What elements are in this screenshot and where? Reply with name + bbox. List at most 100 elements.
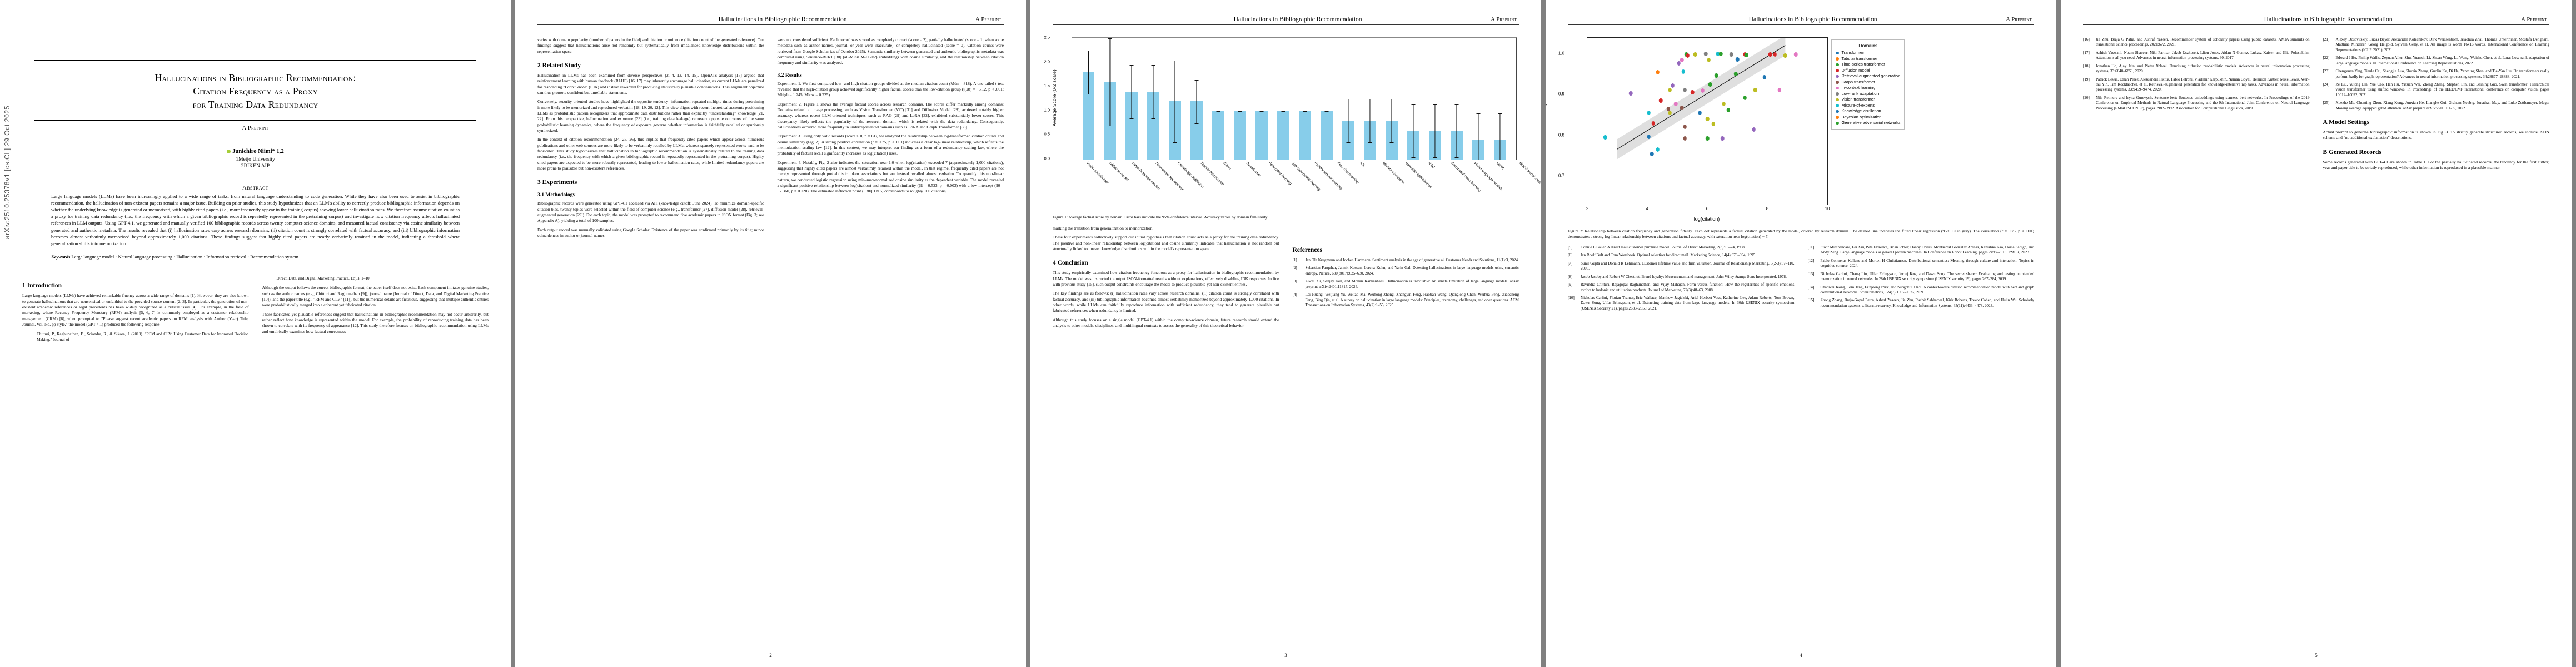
scatter-point[interactable] (1704, 52, 1708, 57)
scatter-point[interactable] (1683, 124, 1687, 129)
scatter-point[interactable] (1720, 136, 1725, 141)
bar[interactable] (1299, 111, 1311, 160)
legend-item[interactable]: Low-rank adaptation (1836, 91, 1900, 97)
scatter-point[interactable] (1753, 88, 1757, 93)
bar-slot[interactable] (1229, 38, 1251, 160)
bar[interactable] (1212, 111, 1225, 160)
scatter-point[interactable] (1683, 87, 1687, 92)
scatter-point[interactable] (1743, 95, 1747, 100)
scatter-point[interactable] (1681, 69, 1686, 74)
scatter-point[interactable] (1722, 102, 1726, 107)
bar[interactable] (1234, 111, 1247, 160)
scatter-point[interactable] (1693, 52, 1697, 57)
legend-item[interactable]: Graph transformer (1836, 79, 1900, 86)
scatter-point[interactable] (1705, 136, 1710, 141)
bar-slot[interactable] (1294, 38, 1316, 160)
scatter-point[interactable] (1683, 136, 1687, 141)
scatter-point[interactable] (1650, 151, 1654, 156)
scatter-point[interactable] (1690, 90, 1695, 95)
bar-slot[interactable] (1208, 38, 1229, 160)
scatter-point[interactable] (1647, 110, 1651, 115)
bar[interactable] (1147, 91, 1160, 160)
bar[interactable] (1321, 111, 1333, 160)
scatter-point[interactable] (1708, 82, 1712, 87)
scatter-point[interactable] (1711, 122, 1716, 127)
legend-item[interactable]: Bayesian optimization (1836, 115, 1900, 121)
scatter-point[interactable] (1656, 147, 1660, 152)
scatter-point[interactable] (1777, 87, 1781, 92)
scatter-point[interactable] (1705, 117, 1710, 122)
scatter-point[interactable] (1603, 135, 1607, 140)
x-tick-label: RAG (1427, 161, 1436, 170)
bar-slot[interactable] (1251, 38, 1273, 160)
scatter-point[interactable] (1659, 98, 1663, 103)
legend-item[interactable]: Retrieval-augmented generation (1836, 73, 1900, 79)
bar-slot[interactable] (1359, 38, 1381, 160)
bar-slot[interactable] (1316, 38, 1337, 160)
scatter-point[interactable] (1677, 61, 1681, 66)
bar-slot[interactable] (1078, 38, 1099, 160)
legend-item[interactable]: Transformer (1836, 50, 1900, 56)
bar-slot[interactable] (1143, 38, 1164, 160)
scatter-point[interactable] (1680, 58, 1684, 63)
bar[interactable] (1255, 111, 1268, 160)
bar-slot[interactable] (1121, 38, 1143, 160)
scatter-point[interactable] (1783, 53, 1787, 58)
bar-slot[interactable] (1337, 38, 1359, 160)
scatter-point[interactable] (1666, 107, 1671, 112)
scatter-point[interactable] (1671, 83, 1675, 88)
scatter-point[interactable] (1735, 57, 1740, 62)
scatter-point[interactable] (1686, 53, 1690, 58)
legend-item[interactable]: Mixture-of-experts (1836, 103, 1900, 109)
scatter-point[interactable] (1768, 52, 1772, 57)
bar-slot[interactable] (1273, 38, 1294, 160)
scatter-point[interactable] (1726, 107, 1731, 112)
scatter-point[interactable] (1752, 127, 1756, 132)
bar-slot[interactable] (1467, 38, 1489, 161)
legend-label: Time-series transformer (1841, 62, 1885, 67)
legend-item[interactable]: Vision transformer (1836, 97, 1900, 103)
scatter-point[interactable] (1656, 70, 1660, 75)
bar-slot[interactable] (1446, 38, 1467, 160)
scatter-point[interactable] (1647, 134, 1651, 139)
scatter-point[interactable] (1680, 105, 1684, 110)
scatter-point[interactable] (1668, 110, 1672, 115)
legend-item[interactable]: Generative adversarial networks (1836, 120, 1900, 126)
bar-slot[interactable] (1164, 38, 1186, 160)
scatter-point[interactable] (1714, 73, 1718, 78)
bar-slot[interactable] (1381, 38, 1402, 160)
bar-slot[interactable] (1186, 38, 1208, 160)
legend-item[interactable]: Diffusion model (1836, 68, 1900, 74)
scatter-point[interactable] (1707, 57, 1711, 62)
scatter-point[interactable] (1629, 91, 1633, 96)
bar[interactable] (1082, 72, 1095, 160)
bar[interactable] (1125, 91, 1138, 160)
scatter-point[interactable] (1674, 102, 1678, 107)
scatter-point[interactable] (1698, 111, 1702, 116)
legend-item[interactable]: In-context learning (1836, 85, 1900, 91)
bar[interactable] (1190, 101, 1203, 160)
orcid-icon[interactable] (227, 150, 231, 154)
bar-slot[interactable] (1402, 38, 1424, 160)
bar-slot[interactable] (1424, 38, 1446, 160)
scatter-point[interactable] (1744, 53, 1748, 58)
scatter-point[interactable] (1651, 121, 1656, 126)
scatter-point[interactable] (1716, 52, 1720, 57)
running-header-right: A Preprint (2521, 17, 2547, 23)
running-header-title: Hallucinations in Bibliographic Recommen… (1233, 16, 1362, 23)
scatter-point[interactable] (1719, 52, 1723, 57)
scatter-point[interactable] (1701, 88, 1705, 93)
scatter-point[interactable] (1734, 72, 1738, 77)
legend-item[interactable]: Knowledge distillation (1836, 108, 1900, 115)
bar-slot[interactable] (1099, 38, 1121, 160)
bar[interactable] (1277, 111, 1289, 160)
scatter-point[interactable] (1729, 52, 1733, 57)
scatter-point[interactable] (1773, 52, 1777, 57)
legend-item[interactable]: Time-series transformer (1836, 62, 1900, 68)
bar-slot[interactable] (1489, 38, 1511, 161)
legend-item[interactable]: Tabular transformer (1836, 56, 1900, 62)
scatter-point[interactable] (1794, 52, 1798, 57)
scatter-point[interactable] (1668, 87, 1672, 92)
scatter-point[interactable] (1762, 74, 1766, 79)
